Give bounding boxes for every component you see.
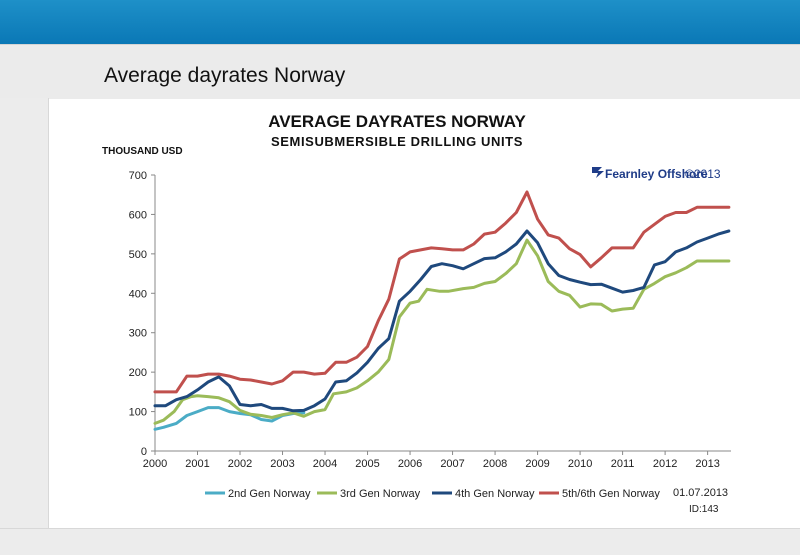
logo-copyright: ©2013 bbox=[685, 167, 721, 181]
x-tick-label: 2007 bbox=[440, 458, 464, 470]
legend: 2nd Gen Norway 3rd Gen Norway 4th Gen Norw… bbox=[205, 488, 660, 500]
x-tick-label: 2013 bbox=[695, 458, 719, 470]
y-tick-label: 100 bbox=[129, 407, 147, 419]
chart-subtitle: SEMISUBMERSIBLE DRILLING UNITS bbox=[271, 134, 523, 149]
legend-label: 2nd Gen Norway bbox=[228, 488, 311, 500]
logo-brand: Fearnley Offshore bbox=[605, 167, 708, 181]
x-tick-label: 2011 bbox=[611, 458, 635, 470]
x-tick-label: 2001 bbox=[185, 458, 209, 470]
y-tick-label: 500 bbox=[129, 249, 147, 261]
series-line-4 bbox=[153, 190, 731, 394]
x-tick-label: 2003 bbox=[270, 458, 294, 470]
x-tick-label: 2010 bbox=[568, 458, 592, 470]
series-line-2 bbox=[153, 238, 731, 425]
x-tick-label: 2000 bbox=[143, 458, 167, 470]
x-tick-label: 2008 bbox=[483, 458, 507, 470]
legend-label: 3rd Gen Norway bbox=[340, 488, 421, 500]
y-axis-label: THOUSAND USD bbox=[102, 146, 183, 157]
footer-id: ID:143 bbox=[689, 504, 719, 515]
x-tick-label: 2002 bbox=[228, 458, 252, 470]
x-tick-label: 2004 bbox=[313, 458, 337, 470]
chart: AVERAGE DAYRATES NORWAY SEMISUBMERSIBLE … bbox=[102, 112, 731, 515]
footer-date: 01.07.2013 bbox=[673, 487, 728, 499]
legend-label: 4th Gen Norway bbox=[455, 488, 535, 500]
slide-title: Average dayrates Norway bbox=[104, 64, 346, 87]
legend-label: 5th/6th Gen Norway bbox=[562, 488, 660, 500]
y-tick-label: 700 bbox=[129, 170, 147, 182]
chart-title: AVERAGE DAYRATES NORWAY bbox=[268, 112, 526, 131]
y-tick-label: 0 bbox=[141, 446, 147, 458]
logo: Fearnley Offshore ©2013 bbox=[592, 167, 721, 181]
x-tick-label: 2009 bbox=[525, 458, 549, 470]
left-margin-bar bbox=[0, 98, 49, 528]
y-tick-label: 200 bbox=[129, 367, 147, 379]
plot-lines bbox=[153, 190, 731, 431]
y-tick-label: 300 bbox=[129, 328, 147, 340]
y-tick-label: 400 bbox=[129, 288, 147, 300]
x-tick-label: 2006 bbox=[398, 458, 422, 470]
x-tick-label: 2012 bbox=[653, 458, 677, 470]
y-tick-label: 600 bbox=[129, 209, 147, 221]
title-bar bbox=[0, 44, 800, 99]
axes: 0 100 200 300 400 500 600 700 2000 2001 2002 2003 20… bbox=[129, 170, 731, 470]
footer-bar bbox=[0, 528, 800, 555]
x-tick-label: 2005 bbox=[355, 458, 379, 470]
series-line-3 bbox=[153, 229, 731, 413]
series-line-1 bbox=[153, 406, 306, 431]
fearnley-logo-icon bbox=[592, 167, 604, 178]
header-bar bbox=[0, 0, 800, 44]
